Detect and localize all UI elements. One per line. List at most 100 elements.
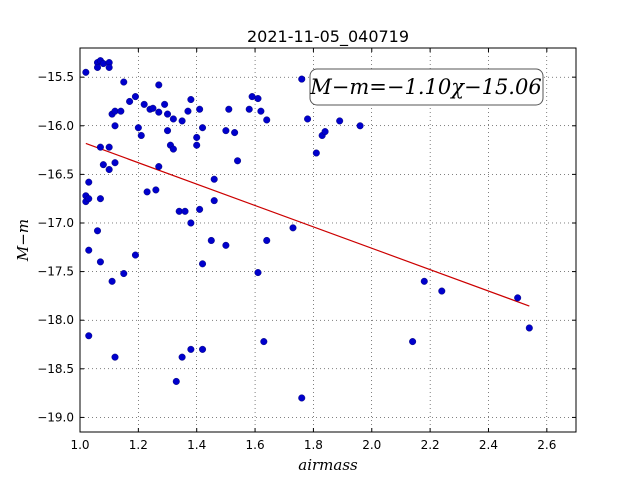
data-point — [120, 270, 128, 278]
x-axis-label: airmass — [298, 456, 358, 474]
data-point — [263, 236, 271, 244]
data-point — [207, 236, 215, 244]
data-point — [99, 60, 107, 68]
data-point — [263, 116, 271, 124]
data-point — [199, 124, 207, 132]
x-tick-label: 1.0 — [70, 438, 89, 452]
y-axis-label: M−m — [14, 219, 32, 262]
y-tick-label: −19.0 — [37, 410, 74, 424]
data-point — [111, 122, 119, 130]
data-point — [143, 188, 151, 196]
data-point — [96, 143, 104, 151]
data-point — [161, 100, 169, 108]
x-tick-label: 1.4 — [187, 438, 206, 452]
data-point — [131, 251, 139, 259]
x-tick-label: 1.8 — [304, 438, 323, 452]
data-point — [336, 117, 344, 125]
data-point — [187, 219, 195, 227]
data-point — [137, 131, 145, 139]
fit-line-group — [85, 142, 530, 307]
data-point — [152, 186, 160, 194]
x-axis-ticks: 1.0 1.2 1.4 1.6 1.8 2.0 2.2 2.4 2.6 — [70, 48, 556, 452]
data-point — [85, 195, 93, 203]
data-point — [85, 246, 93, 254]
data-point — [108, 277, 116, 285]
data-point — [184, 107, 192, 115]
data-point — [120, 78, 128, 86]
y-tick-label: −17.5 — [37, 265, 74, 279]
data-point — [438, 287, 446, 295]
y-tick-label: −18.5 — [37, 362, 74, 376]
data-point — [178, 117, 186, 125]
data-point — [96, 258, 104, 266]
y-tick-label: −15.5 — [37, 70, 74, 84]
chart-title: 2021-11-05_040719 — [247, 27, 409, 47]
x-tick-label: 2.2 — [421, 438, 440, 452]
data-point — [210, 197, 218, 205]
data-point — [175, 207, 183, 215]
data-point — [222, 241, 230, 249]
data-point — [155, 108, 163, 116]
data-point — [234, 157, 242, 165]
data-point — [111, 353, 119, 361]
y-tick-label: −18.0 — [37, 313, 74, 327]
data-point — [172, 377, 180, 385]
plot-frame — [79, 47, 577, 433]
data-point — [245, 105, 253, 113]
data-point — [409, 338, 417, 346]
y-tick-label: −16.0 — [37, 119, 74, 133]
data-point — [210, 175, 218, 183]
data-point — [164, 127, 172, 135]
data-point — [105, 143, 113, 151]
data-point — [105, 166, 113, 174]
data-point — [514, 294, 522, 302]
data-point — [164, 110, 172, 118]
data-point — [193, 133, 201, 141]
data-point — [298, 75, 306, 83]
x-tick-label: 2.0 — [362, 438, 381, 452]
data-point — [289, 224, 297, 232]
x-tick-label: 2.6 — [537, 438, 556, 452]
data-point — [187, 345, 195, 353]
data-point — [149, 104, 157, 112]
data-point — [85, 332, 93, 340]
data-point — [96, 195, 104, 203]
data-point — [254, 95, 262, 103]
data-point — [169, 115, 177, 123]
data-point — [260, 338, 268, 346]
data-point — [155, 81, 163, 89]
data-point — [155, 163, 163, 171]
data-point — [85, 178, 93, 186]
data-point — [105, 63, 113, 71]
data-point — [321, 128, 329, 136]
data-point — [111, 107, 119, 115]
data-point — [298, 394, 306, 402]
data-point — [199, 345, 207, 353]
data-point — [525, 324, 533, 332]
data-point — [356, 122, 364, 130]
data-point — [94, 227, 102, 235]
data-point — [248, 93, 256, 101]
data-point — [94, 63, 102, 71]
data-point — [231, 129, 239, 137]
data-point — [225, 105, 233, 113]
x-tick-label: 2.4 — [479, 438, 498, 452]
grid-lines — [79, 48, 576, 432]
data-point — [187, 96, 195, 104]
data-point — [254, 269, 262, 277]
fit-equation-box: M−m=−1.10χ−15.06 — [309, 68, 544, 106]
y-tick-label: −16.5 — [37, 167, 74, 181]
data-point — [126, 97, 134, 105]
x-tick-label: 1.2 — [129, 438, 148, 452]
data-point — [199, 260, 207, 268]
data-point — [181, 207, 189, 215]
data-point — [196, 105, 204, 113]
y-axis-ticks: −15.5 −16.0 −16.5 −17.0 −17.5 −18.0 −18.5 −19.0 — [37, 70, 576, 424]
data-point — [304, 115, 312, 123]
data-point — [193, 141, 201, 149]
data-point — [111, 159, 119, 167]
fit-line — [85, 142, 530, 307]
data-point — [131, 93, 139, 101]
data-point — [99, 161, 107, 169]
